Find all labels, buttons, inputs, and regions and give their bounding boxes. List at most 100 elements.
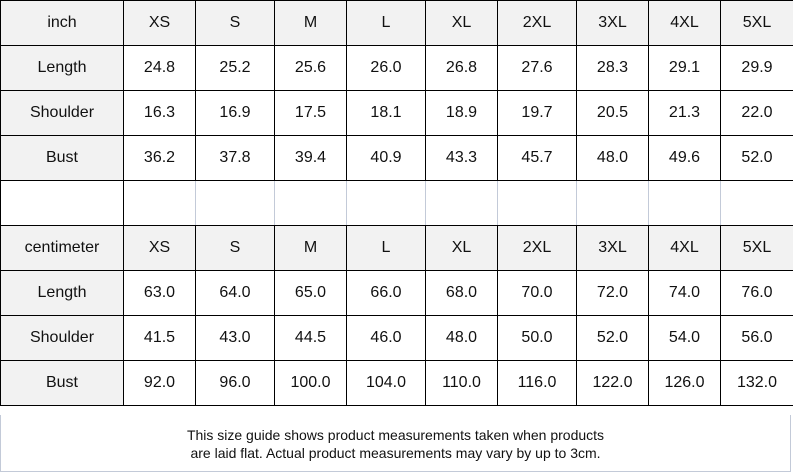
measurement-value: 43.3 (425, 135, 498, 181)
measurement-value: 92.0 (123, 360, 196, 406)
empty-cell (274, 180, 347, 226)
measurement-value: 44.5 (274, 315, 347, 361)
measurement-value: 18.9 (425, 90, 498, 136)
measurement-value: 27.6 (497, 45, 577, 91)
centimeter-header-row: centimeter XS S M L XL 2XL 3XL 4XL 5XL (0, 225, 793, 271)
measurement-value: 72.0 (576, 270, 649, 316)
measurement-value: 26.0 (346, 45, 426, 91)
empty-cell (123, 180, 196, 226)
size-header: S (195, 0, 275, 46)
measurement-value: 132.0 (720, 360, 793, 406)
size-header: 3XL (576, 0, 649, 46)
empty-cell (195, 180, 275, 226)
empty-cell (497, 180, 577, 226)
size-header: 2XL (497, 225, 577, 271)
measurement-value: 16.9 (195, 90, 275, 136)
measurement-label: Bust (0, 135, 124, 181)
measurement-label: Shoulder (0, 315, 124, 361)
measurement-value: 28.3 (576, 45, 649, 91)
measurement-value: 36.2 (123, 135, 196, 181)
table-row: Shoulder 41.5 43.0 44.5 46.0 48.0 50.0 52.0 54.0… (0, 315, 793, 361)
size-header: XS (123, 0, 196, 46)
measurement-value: 54.0 (648, 315, 721, 361)
size-header: 4XL (648, 0, 721, 46)
measurement-value: 64.0 (195, 270, 275, 316)
measurement-value: 96.0 (195, 360, 275, 406)
spacer-row (0, 180, 793, 226)
measurement-value: 52.0 (720, 135, 793, 181)
measurement-value: 68.0 (425, 270, 498, 316)
measurement-value: 48.0 (425, 315, 498, 361)
measurement-value: 26.8 (425, 45, 498, 91)
size-header: XL (425, 225, 498, 271)
size-header: 3XL (576, 225, 649, 271)
size-header: M (274, 225, 347, 271)
table-row: Length 63.0 64.0 65.0 66.0 68.0 70.0 72.0 74.0 76… (0, 270, 793, 316)
measurement-value: 17.5 (274, 90, 347, 136)
empty-cell (346, 180, 426, 226)
empty-cell (648, 180, 721, 226)
size-header: XS (123, 225, 196, 271)
measurement-value: 46.0 (346, 315, 426, 361)
measurement-value: 25.6 (274, 45, 347, 91)
measurement-label: Shoulder (0, 90, 124, 136)
measurement-value: 48.0 (576, 135, 649, 181)
size-header: 2XL (497, 0, 577, 46)
measurement-value: 52.0 (576, 315, 649, 361)
size-header: 4XL (648, 225, 721, 271)
measurement-label: Bust (0, 360, 124, 406)
measurement-label: Length (0, 270, 124, 316)
measurement-value: 20.5 (576, 90, 649, 136)
measurement-value: 56.0 (720, 315, 793, 361)
measurement-value: 22.0 (720, 90, 793, 136)
size-header: XL (425, 0, 498, 46)
table-row: Bust 92.0 96.0 100.0 104.0 110.0 116.0 122.0 126… (0, 360, 793, 406)
measurement-value: 29.1 (648, 45, 721, 91)
size-guide-note: This size guide shows product measuremen… (0, 415, 791, 472)
empty-cell (720, 180, 793, 226)
measurement-value: 16.3 (123, 90, 196, 136)
measurement-value: 122.0 (576, 360, 649, 406)
measurement-value: 45.7 (497, 135, 577, 181)
measurement-value: 29.9 (720, 45, 793, 91)
measurement-value: 100.0 (274, 360, 347, 406)
note-line-2: are laid flat. Actual product measuremen… (190, 445, 601, 461)
measurement-value: 126.0 (648, 360, 721, 406)
unit-label: inch (0, 0, 124, 46)
size-header: 5XL (720, 0, 793, 46)
measurement-value: 63.0 (123, 270, 196, 316)
size-chart-table: inch XS S M L XL 2XL 3XL 4XL 5XL Length 24.8 25.2 25.… (0, 0, 793, 406)
table-row: Bust 36.2 37.8 39.4 40.9 43.3 45.7 48.0 49.6 52.0 (0, 135, 793, 181)
measurement-value: 104.0 (346, 360, 426, 406)
table-row: Length 24.8 25.2 25.6 26.0 26.8 27.6 28.3 29.1 29… (0, 45, 793, 91)
size-header: M (274, 0, 347, 46)
measurement-value: 41.5 (123, 315, 196, 361)
measurement-value: 18.1 (346, 90, 426, 136)
measurement-value: 40.9 (346, 135, 426, 181)
inch-header-row: inch XS S M L XL 2XL 3XL 4XL 5XL (0, 0, 793, 46)
note-line-1: This size guide shows product measuremen… (186, 427, 605, 443)
measurement-value: 65.0 (274, 270, 347, 316)
measurement-value: 37.8 (195, 135, 275, 181)
measurement-value: 70.0 (497, 270, 577, 316)
measurement-value: 50.0 (497, 315, 577, 361)
empty-cell (425, 180, 498, 226)
measurement-value: 39.4 (274, 135, 347, 181)
size-header: L (346, 0, 426, 46)
size-header: 5XL (720, 225, 793, 271)
measurement-value: 43.0 (195, 315, 275, 361)
measurement-value: 74.0 (648, 270, 721, 316)
size-header: S (195, 225, 275, 271)
measurement-label: Length (0, 45, 124, 91)
size-header: L (346, 225, 426, 271)
unit-label: centimeter (0, 225, 124, 271)
empty-cell (576, 180, 649, 226)
measurement-value: 19.7 (497, 90, 577, 136)
measurement-value: 76.0 (720, 270, 793, 316)
measurement-value: 110.0 (425, 360, 498, 406)
measurement-value: 49.6 (648, 135, 721, 181)
measurement-value: 66.0 (346, 270, 426, 316)
table-row: Shoulder 16.3 16.9 17.5 18.1 18.9 19.7 20.5 21.3… (0, 90, 793, 136)
measurement-value: 116.0 (497, 360, 577, 406)
measurement-value: 25.2 (195, 45, 275, 91)
